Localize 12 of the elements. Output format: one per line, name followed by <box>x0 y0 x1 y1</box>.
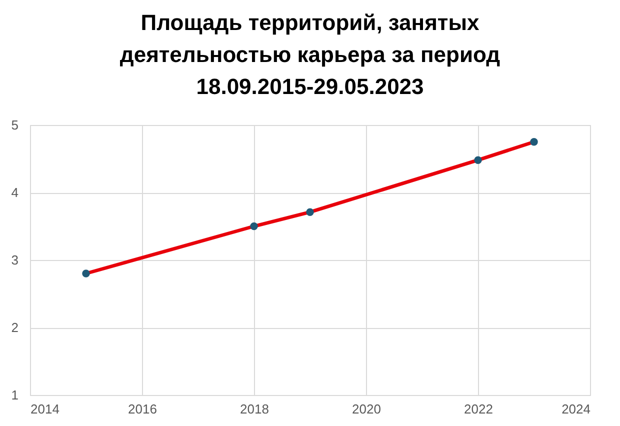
x-tick-label: 2016 <box>128 402 157 416</box>
y-tick-label: 1 <box>11 388 18 402</box>
x-tick-label: 2014 <box>30 402 60 416</box>
y-tick-label: 5 <box>11 118 18 132</box>
x-tick-label: 2018 <box>240 402 269 416</box>
y-tick-label: 2 <box>11 320 18 335</box>
x-tick-label: 2024 <box>562 402 590 416</box>
x-tick-label: 2020 <box>352 402 381 416</box>
x-tick-label: 2022 <box>464 402 493 416</box>
y-tick-label: 3 <box>11 252 18 268</box>
y-tick-label: 4 <box>11 185 18 200</box>
chart-title: Площадь территорий, занятых деятельностью карьера за период 18.09.2015-29.05.2023 <box>120 10 500 99</box>
